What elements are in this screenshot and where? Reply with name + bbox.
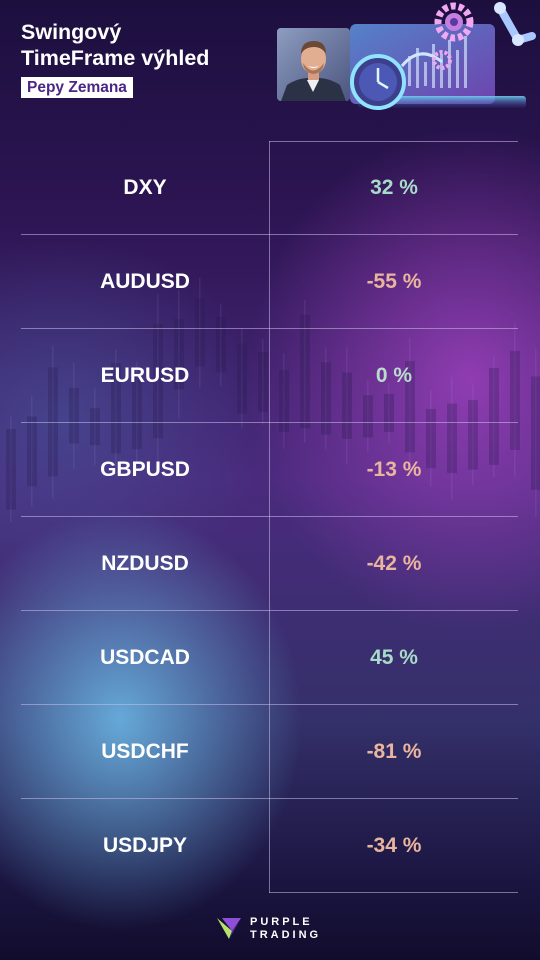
header: Swingový TimeFrame výhled Pepy Zemana: [0, 0, 540, 125]
pair-label: USDJPY: [21, 799, 269, 893]
candle-body: [531, 376, 540, 489]
percent-value: -55 %: [270, 235, 518, 329]
header-illustration: [350, 0, 540, 120]
title-line-2: TimeFrame výhled: [21, 46, 209, 70]
author-badge: Pepy Zemana: [21, 77, 133, 98]
percent-value: 32 %: [270, 141, 518, 235]
title-line-1: Swingový: [21, 20, 121, 44]
percent-value: -81 %: [270, 705, 518, 799]
table-row: AUDUSD -55 %: [21, 235, 518, 329]
brand-logo: PURPLE TRADING: [216, 915, 336, 943]
pair-label: USDCHF: [21, 705, 269, 799]
pair-label: DXY: [21, 141, 269, 235]
pair-label: NZDUSD: [21, 517, 269, 611]
percent-value: -42 %: [270, 517, 518, 611]
percent-value: 45 %: [270, 611, 518, 705]
page-title: Swingový TimeFrame výhled: [21, 19, 209, 71]
table-row: USDCAD 45 %: [21, 611, 518, 705]
percent-value: 0 %: [270, 329, 518, 423]
pair-label: GBPUSD: [21, 423, 269, 517]
pair-label: USDCAD: [21, 611, 269, 705]
candle-body: [6, 429, 16, 509]
table-row: NZDUSD -42 %: [21, 517, 518, 611]
clock-icon: [352, 56, 404, 108]
table-row: USDJPY -34 %: [21, 799, 518, 893]
pair-label: AUDUSD: [21, 235, 269, 329]
table-row: EURUSD 0 %: [21, 329, 518, 423]
robot-arm-icon: [494, 2, 532, 46]
brand-name-line-1: PURPLE: [250, 916, 313, 928]
outlook-table: DXY 32 % AUDUSD -55 % EURUSD 0 % GBPUSD …: [21, 141, 518, 893]
brand-name-line-2: TRADING: [250, 929, 321, 941]
table-row: USDCHF -81 %: [21, 705, 518, 799]
table-row: GBPUSD -13 %: [21, 423, 518, 517]
brand-name: PURPLE TRADING: [250, 916, 321, 942]
percent-value: -13 %: [270, 423, 518, 517]
pair-label: EURUSD: [21, 329, 269, 423]
percent-value: -34 %: [270, 799, 518, 893]
purple-trading-logo-icon: [216, 916, 242, 940]
table-row: DXY 32 %: [21, 141, 518, 235]
author-photo: [277, 28, 350, 101]
